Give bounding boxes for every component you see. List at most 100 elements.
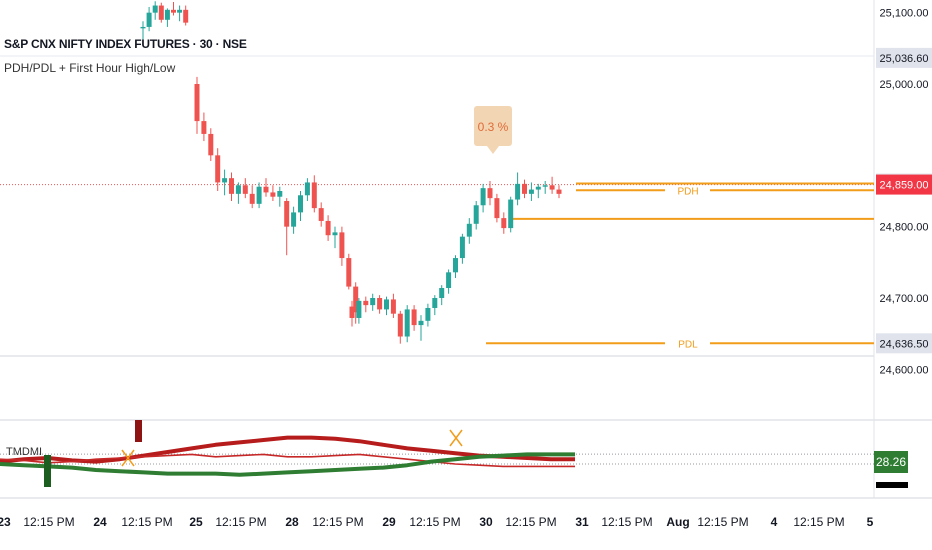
candle	[201, 121, 207, 134]
oscillator-label: TMDMI	[6, 446, 43, 458]
candle	[171, 9, 176, 13]
candle	[528, 189, 534, 194]
time-tick-label: Aug	[666, 515, 689, 529]
price-tag-bg	[876, 174, 932, 195]
time-tick-label: 29	[382, 515, 396, 529]
level-lines: PDH PDL	[0, 182, 874, 350]
time-tick-label: 5	[867, 515, 874, 529]
candle	[332, 232, 338, 236]
candle	[418, 320, 424, 326]
candle	[542, 185, 548, 187]
candle	[390, 299, 396, 314]
candle	[473, 205, 479, 224]
time-tick-label: 12:15 PM	[121, 515, 172, 529]
time-tick-label: 23	[0, 515, 11, 529]
candle	[397, 313, 403, 337]
cross-marker	[121, 449, 135, 467]
annotation-pointer	[487, 146, 499, 154]
candle	[349, 306, 355, 318]
candle	[404, 309, 410, 337]
candle	[494, 198, 500, 219]
candle	[229, 178, 234, 194]
candle	[501, 218, 507, 229]
candle	[453, 258, 458, 273]
candle	[291, 212, 297, 227]
candle	[439, 288, 445, 298]
candle	[446, 272, 452, 289]
candle	[298, 195, 303, 213]
candle	[249, 193, 255, 204]
price-label: 25,100.00	[880, 8, 929, 20]
candle	[263, 186, 269, 193]
buy-marker	[44, 455, 51, 487]
candle	[222, 178, 228, 183]
candle	[183, 9, 189, 23]
candle	[432, 298, 438, 308]
candle	[208, 133, 214, 156]
price-label: 24,636.50	[880, 338, 929, 350]
annotation-box	[474, 106, 512, 146]
price-label: 25,036.60	[880, 53, 929, 65]
time-tick-label: 30	[479, 515, 493, 529]
osc-series-line	[0, 452, 575, 477]
time-tick-label: 12:15 PM	[409, 515, 460, 529]
grid	[0, 0, 932, 499]
candle	[311, 182, 317, 209]
time-tick-label: 12:15 PM	[312, 515, 363, 529]
candle	[508, 199, 514, 229]
osc-value-label: 28.26	[876, 455, 906, 469]
candle	[256, 186, 262, 204]
price-label: 24,859.00	[880, 180, 929, 192]
time-tick-label: 12:15 PM	[505, 515, 556, 529]
osc-series-line	[0, 453, 575, 468]
sell-marker	[135, 420, 142, 442]
price-label: 24,800.00	[880, 222, 929, 234]
candle	[377, 298, 383, 310]
time-tick-label: 31	[575, 515, 589, 529]
candle	[515, 183, 521, 200]
time-tick-label: 25	[189, 515, 203, 529]
candle	[152, 5, 158, 13]
candle	[459, 236, 465, 259]
candle	[194, 84, 200, 122]
candle	[177, 9, 183, 13]
candle	[384, 299, 389, 310]
price-tag-bg	[876, 333, 932, 354]
candle	[363, 300, 369, 306]
candle	[140, 26, 146, 29]
indicator-label: PDH/PDL + First Hour High/Low	[4, 61, 176, 75]
time-tick-label: 4	[771, 515, 778, 529]
time-tick-label: 12:15 PM	[697, 515, 748, 529]
candle	[522, 183, 527, 194]
candle	[277, 191, 283, 197]
candle	[353, 286, 359, 313]
candle	[425, 307, 431, 321]
candle	[487, 188, 493, 199]
price-label: 24,700.00	[880, 293, 929, 305]
price-axis: 25,100.0025,036.6025,000.0024,860.5024,8…	[876, 8, 932, 376]
candle	[270, 192, 276, 197]
annotation: 0.3 %	[474, 106, 512, 154]
candle	[235, 185, 241, 194]
price-label: 24,600.00	[880, 364, 929, 376]
candle	[480, 188, 486, 206]
price-label: 25,000.00	[880, 79, 929, 91]
candle	[146, 12, 152, 27]
candle	[556, 189, 562, 194]
level-label-pdh: PDH	[677, 186, 698, 197]
annotation-text: 0.3 %	[478, 120, 509, 134]
candle	[242, 185, 248, 194]
candle	[411, 309, 417, 326]
candle	[325, 220, 331, 236]
oscillator-pane: 28.26	[0, 420, 908, 488]
chart-title: S&P CNX NIFTY INDEX FUTURES · 30 · NSE	[4, 37, 247, 51]
time-tick-label: 12:15 PM	[23, 515, 74, 529]
cross-marker	[449, 429, 463, 447]
candle	[346, 258, 352, 287]
candle	[215, 155, 221, 183]
osc-black-tag	[876, 482, 908, 488]
candle	[535, 186, 541, 190]
time-tick-label: 12:15 PM	[215, 515, 266, 529]
candle	[549, 185, 555, 190]
